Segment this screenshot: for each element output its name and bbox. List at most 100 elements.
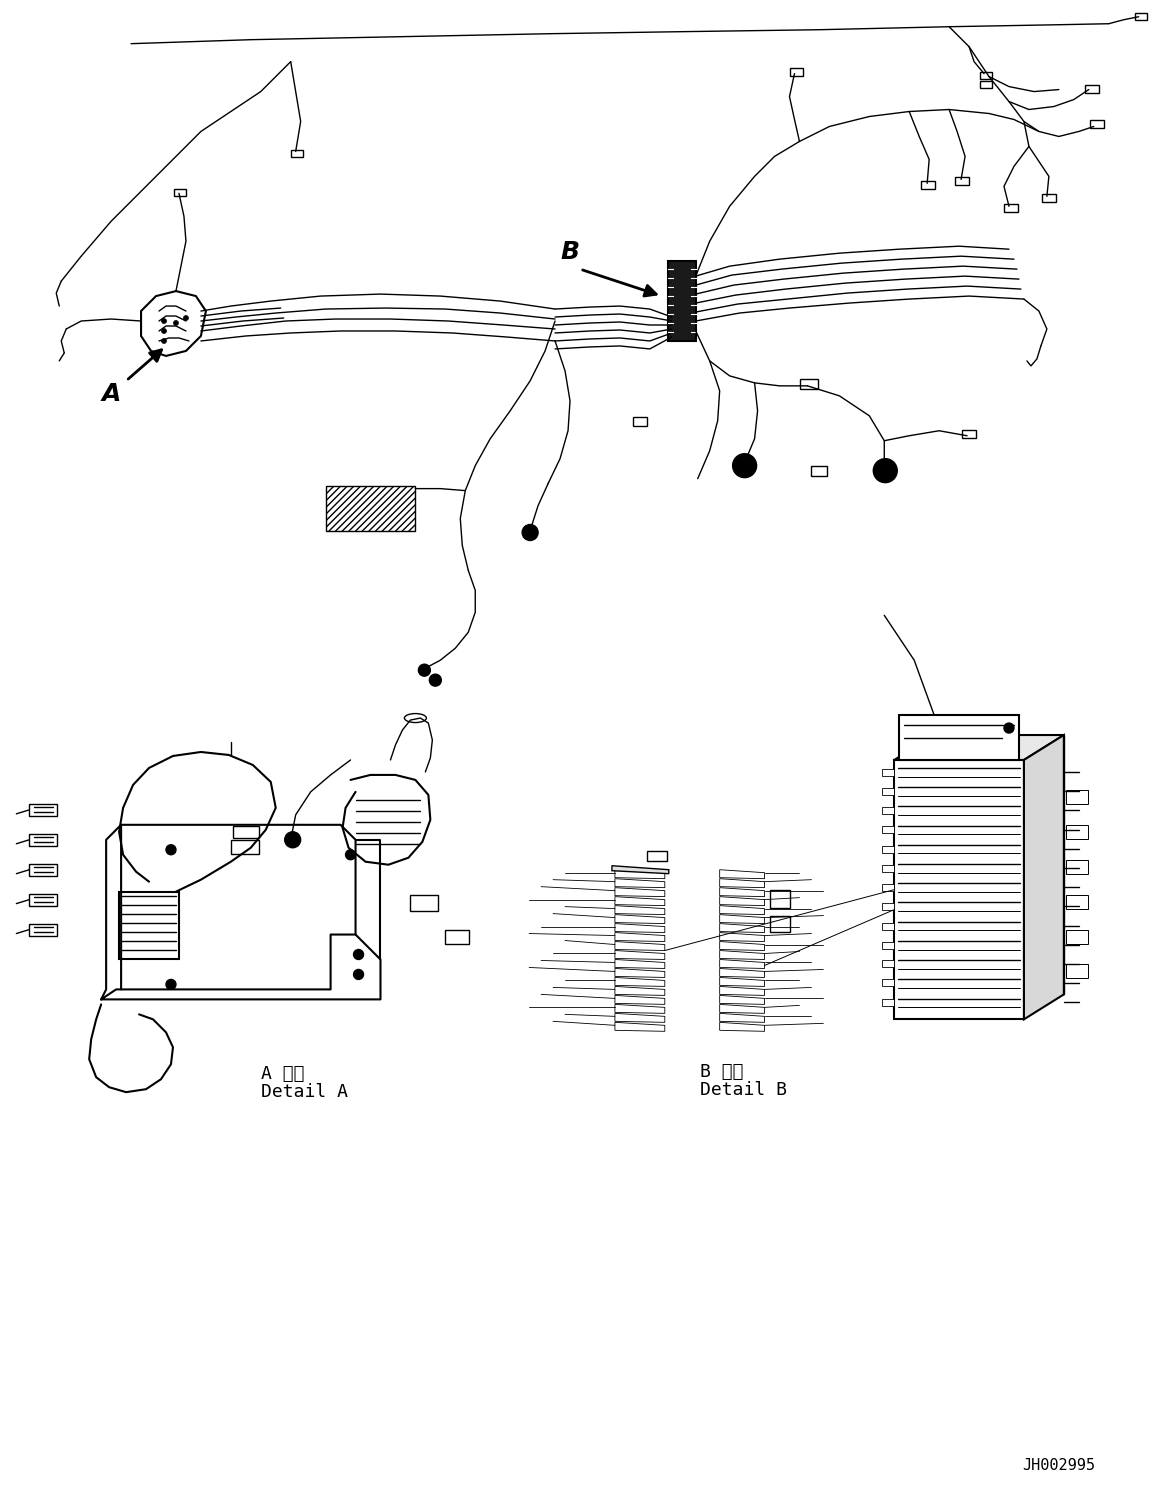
Bar xyxy=(1004,204,1018,213)
Polygon shape xyxy=(720,969,764,978)
Polygon shape xyxy=(615,897,665,906)
Polygon shape xyxy=(615,869,665,879)
Bar xyxy=(1085,85,1099,92)
Polygon shape xyxy=(894,735,1064,760)
Polygon shape xyxy=(615,960,665,969)
Text: Detail B: Detail B xyxy=(700,1082,786,1100)
Text: Detail A: Detail A xyxy=(261,1083,348,1101)
Bar xyxy=(883,884,894,891)
Bar xyxy=(883,806,894,814)
Polygon shape xyxy=(615,995,665,1004)
Bar xyxy=(1065,930,1087,943)
Circle shape xyxy=(354,970,364,979)
Bar xyxy=(1065,824,1087,839)
Circle shape xyxy=(166,979,176,990)
Bar xyxy=(883,903,894,909)
Bar xyxy=(647,851,666,860)
Circle shape xyxy=(184,315,188,320)
Bar xyxy=(899,716,1019,760)
Polygon shape xyxy=(615,915,665,924)
Polygon shape xyxy=(720,915,764,924)
Bar xyxy=(1135,13,1147,19)
Polygon shape xyxy=(720,942,764,951)
Bar xyxy=(230,839,259,854)
Text: A 詳細: A 詳細 xyxy=(261,1065,305,1083)
Circle shape xyxy=(162,318,166,323)
Bar xyxy=(883,979,894,987)
Circle shape xyxy=(166,845,176,854)
Bar xyxy=(411,894,438,911)
Polygon shape xyxy=(615,888,665,897)
Bar xyxy=(883,923,894,930)
Bar xyxy=(233,826,259,838)
Bar xyxy=(883,865,894,872)
Polygon shape xyxy=(720,897,764,906)
Polygon shape xyxy=(720,924,764,933)
Polygon shape xyxy=(615,987,665,995)
Bar xyxy=(119,891,179,960)
Bar xyxy=(883,942,894,948)
Polygon shape xyxy=(615,969,665,978)
Polygon shape xyxy=(612,866,669,873)
Bar xyxy=(883,769,894,775)
Bar xyxy=(883,826,894,833)
Bar xyxy=(668,262,695,341)
Bar xyxy=(980,71,992,79)
Circle shape xyxy=(345,850,356,860)
Text: A: A xyxy=(101,382,121,406)
Bar xyxy=(1065,860,1087,873)
Polygon shape xyxy=(934,735,1064,994)
Bar xyxy=(174,189,186,196)
Bar xyxy=(770,915,790,931)
Circle shape xyxy=(733,454,757,478)
Bar xyxy=(291,150,302,158)
Bar xyxy=(633,417,647,426)
Bar xyxy=(770,890,790,908)
Polygon shape xyxy=(615,978,665,987)
Bar xyxy=(1042,195,1056,202)
Polygon shape xyxy=(720,995,764,1004)
Text: JH002995: JH002995 xyxy=(1022,1458,1096,1473)
Polygon shape xyxy=(720,1004,764,1013)
Bar xyxy=(29,894,57,906)
Polygon shape xyxy=(615,933,665,942)
Bar xyxy=(1065,964,1087,979)
Circle shape xyxy=(522,525,538,540)
Bar xyxy=(445,930,469,943)
Polygon shape xyxy=(720,987,764,995)
Polygon shape xyxy=(615,1013,665,1022)
Circle shape xyxy=(354,949,364,960)
Polygon shape xyxy=(615,906,665,915)
Polygon shape xyxy=(615,1022,665,1031)
Bar xyxy=(29,804,57,815)
Polygon shape xyxy=(720,888,764,897)
Circle shape xyxy=(285,832,301,848)
Polygon shape xyxy=(720,978,764,987)
Polygon shape xyxy=(720,906,764,915)
Bar xyxy=(962,430,976,437)
Circle shape xyxy=(1004,723,1014,734)
Text: B 詳細: B 詳細 xyxy=(700,1064,743,1082)
Polygon shape xyxy=(615,951,665,960)
Bar xyxy=(1065,790,1087,804)
Ellipse shape xyxy=(405,714,427,723)
Bar xyxy=(29,924,57,936)
Polygon shape xyxy=(141,292,206,356)
Bar xyxy=(921,182,935,189)
Bar xyxy=(812,466,827,476)
Circle shape xyxy=(162,338,166,344)
Bar xyxy=(29,863,57,875)
Polygon shape xyxy=(720,879,764,888)
Bar xyxy=(980,80,992,88)
Bar xyxy=(1065,894,1087,909)
Bar xyxy=(736,460,751,470)
Polygon shape xyxy=(720,933,764,942)
Bar xyxy=(29,833,57,845)
Polygon shape xyxy=(720,1022,764,1031)
Polygon shape xyxy=(615,942,665,951)
Polygon shape xyxy=(615,924,665,933)
Polygon shape xyxy=(720,960,764,969)
Bar xyxy=(883,845,894,853)
Bar xyxy=(790,67,804,76)
Polygon shape xyxy=(720,869,764,879)
